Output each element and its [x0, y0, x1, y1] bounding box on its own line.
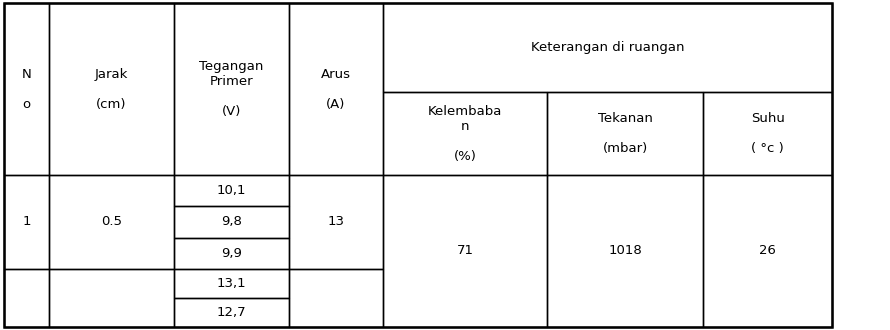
Bar [49, 269, 174, 327]
Bar [174, 175, 289, 206]
Text: 71: 71 [457, 244, 473, 257]
Text: Arus

(A): Arus (A) [321, 68, 351, 111]
Text: N

o: N o [22, 68, 31, 111]
Bar [703, 92, 832, 175]
Bar [383, 92, 547, 175]
Bar [289, 269, 383, 327]
Bar [383, 175, 547, 327]
Bar [4, 269, 49, 327]
Bar [547, 92, 703, 175]
Bar [4, 3, 49, 175]
Bar [174, 298, 289, 327]
Bar [174, 238, 289, 269]
Text: 13: 13 [328, 215, 344, 228]
Text: Jarak

(cm): Jarak (cm) [94, 68, 128, 111]
Text: 13,1: 13,1 [216, 277, 247, 290]
Text: 9,9: 9,9 [221, 247, 242, 260]
Bar [289, 175, 383, 269]
Text: Kelembaba
n

(%): Kelembaba n (%) [428, 105, 502, 163]
Bar [174, 269, 289, 298]
Text: Tekanan

(mbar): Tekanan (mbar) [598, 112, 652, 155]
Text: Keterangan di ruangan: Keterangan di ruangan [530, 41, 684, 54]
Text: 1018: 1018 [609, 244, 642, 257]
Text: Suhu

( °c ): Suhu ( °c ) [750, 112, 785, 155]
Text: 12,7: 12,7 [216, 306, 247, 319]
Bar [174, 206, 289, 238]
Bar [703, 175, 832, 327]
Bar [49, 3, 174, 175]
Text: 10,1: 10,1 [216, 184, 247, 197]
Text: 0.5: 0.5 [101, 215, 122, 228]
Text: 1: 1 [22, 215, 31, 228]
Bar [4, 175, 49, 269]
Text: 9,8: 9,8 [221, 215, 242, 228]
Bar [547, 175, 703, 327]
Bar [49, 175, 174, 269]
Text: 26: 26 [759, 244, 776, 257]
Bar [383, 3, 832, 92]
Bar [174, 3, 289, 175]
Text: Tegangan
Primer

(V): Tegangan Primer (V) [199, 60, 263, 118]
Bar [289, 3, 383, 175]
